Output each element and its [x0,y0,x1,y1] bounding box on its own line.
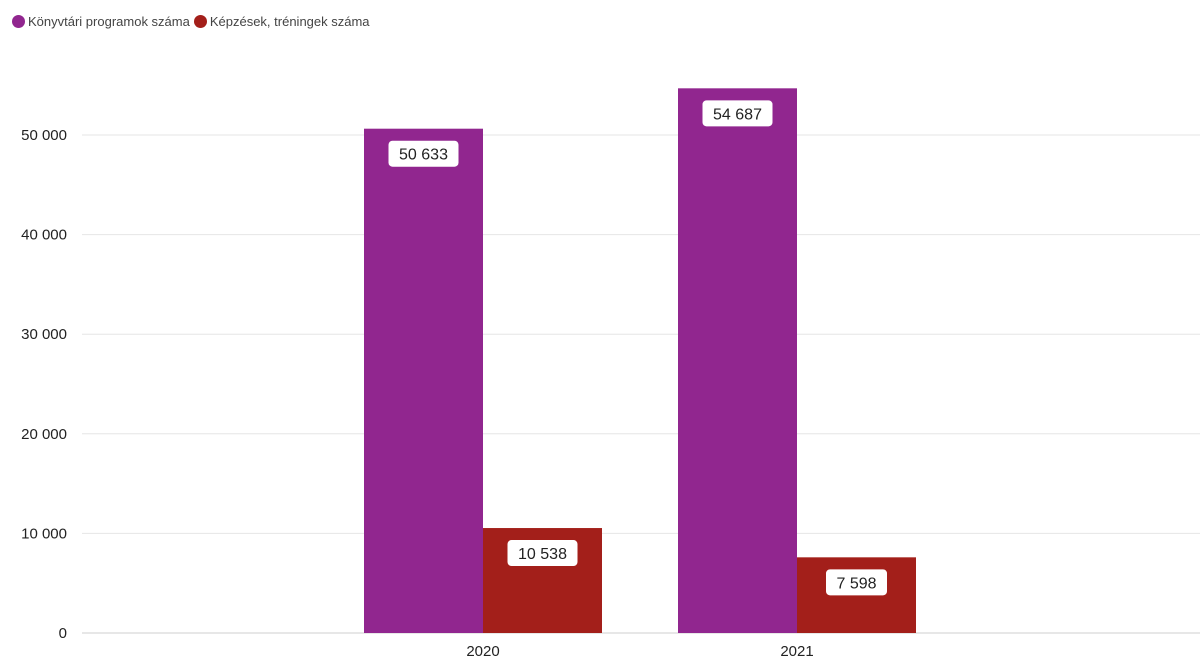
data-label-s0-2021: 54 687 [713,106,762,123]
data-label-s1-2020: 10 538 [518,546,567,563]
data-label-s1-2021: 7 598 [836,575,876,592]
y-tick-label-4: 40 000 [21,227,67,244]
bar-s0-2021 [678,88,797,633]
y-tick-label-3: 30 000 [21,326,67,343]
bar-s0-2020 [364,129,483,633]
x-tick-label-2021: 2021 [780,643,813,660]
data-label-s0-2020: 50 633 [399,147,448,164]
y-tick-label-5: 50 000 [21,127,67,144]
y-tick-label-2: 20 000 [21,426,67,443]
y-tick-label-1: 10 000 [21,525,67,542]
y-tick-label-0: 0 [59,625,67,642]
x-tick-label-2020: 2020 [466,643,499,660]
